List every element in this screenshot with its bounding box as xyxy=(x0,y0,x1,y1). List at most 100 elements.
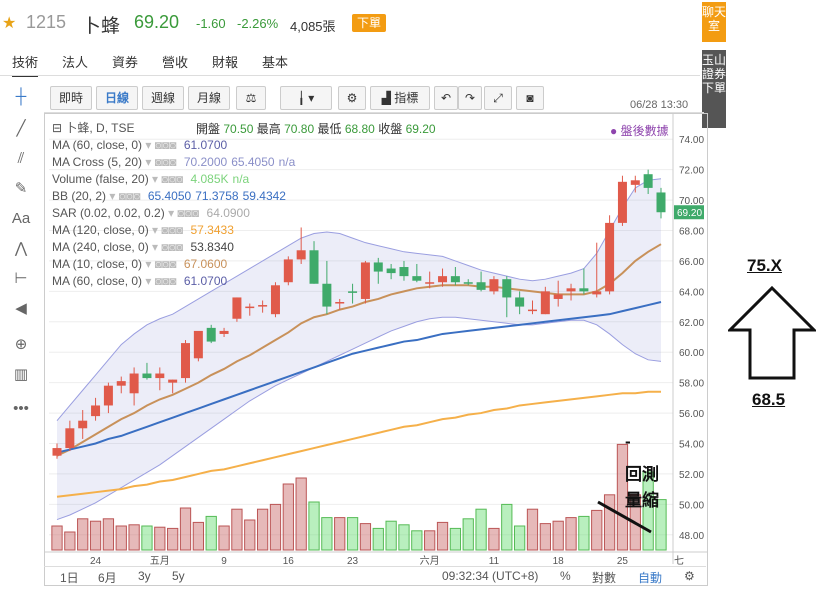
brush-icon[interactable]: ✎ xyxy=(14,180,28,197)
zoom-icon[interactable]: ⊕ xyxy=(14,336,28,353)
candle-body xyxy=(296,250,306,260)
tab-technical[interactable]: 技術 xyxy=(12,52,39,77)
scale-settings-icon[interactable]: ⚙ xyxy=(684,569,695,583)
legend-row[interactable]: MA (10, close, 0) ▾ ◙◙◙ 67.0600 xyxy=(52,256,295,273)
candle-body xyxy=(335,302,345,304)
measure-icon[interactable]: ⊢ xyxy=(14,270,28,287)
legend-row[interactable]: BB (20, 2) ▾ ◙◙◙ 65.4050 71.3758 59.4342 xyxy=(52,188,295,205)
candle-body xyxy=(78,420,88,429)
open-value: 70.50 xyxy=(223,122,254,136)
candle-body xyxy=(617,181,627,223)
broker-order-tab[interactable]: 玉山證券下單 xyxy=(702,50,726,128)
legend-row[interactable]: MA (60, close, 0) ▾ ◙◙◙ 61.0700 xyxy=(52,137,295,154)
legend-row[interactable]: SAR (0.02, 0.02, 0.2) ▾ ◙◙◙ 64.0900 xyxy=(52,205,295,222)
legend-row[interactable]: MA (120, close, 0) ▾ ◙◙◙ 57.3433 xyxy=(52,222,295,239)
volume-bar xyxy=(295,477,307,551)
legend-row-controls-icon[interactable]: ▾ ◙◙◙ xyxy=(106,189,144,203)
crosshair-icon[interactable]: ┼ xyxy=(15,88,27,105)
legend-row-value: 53.8340 xyxy=(190,240,234,254)
compare-icon[interactable]: ⚖ xyxy=(236,86,266,110)
percent-scale-button[interactable]: % xyxy=(560,569,571,583)
legend-row-controls-icon[interactable]: ▾ ◙◙◙ xyxy=(142,155,180,169)
volume-bar xyxy=(488,527,500,551)
range-6m-button[interactable]: 6月 xyxy=(98,571,117,585)
chart-area[interactable]: 74.00 72.00 70.00 68.00 66.00 64.00 62.00 60.00… xyxy=(44,113,708,586)
close-label: 收盤 xyxy=(378,122,403,136)
candlestick-chart[interactable]: 74.00 72.00 70.00 68.00 66.00 64.00 62.00 60.00… xyxy=(45,114,707,585)
legend-row-controls-icon[interactable]: ▾ ◙◙◙ xyxy=(148,172,187,186)
pattern-icon[interactable]: ⋀ xyxy=(14,240,28,257)
legend-row[interactable]: Volume (false, 20) ▾ ◙◙◙ 4.085K n/a xyxy=(52,171,295,188)
legend-row[interactable]: MA Cross (5, 20) ▾ ◙◙◙ 70.2000 65.4050 n/a xyxy=(52,154,295,171)
volume-bar xyxy=(436,521,449,551)
volume-bar xyxy=(501,503,513,551)
tab-financials[interactable]: 財報 xyxy=(212,55,239,70)
volume-bar xyxy=(655,499,667,551)
range-3y-button[interactable]: 3y xyxy=(138,569,151,583)
volume-bar xyxy=(269,503,282,551)
volume-bar xyxy=(424,530,436,551)
redo-icon[interactable]: ↷ xyxy=(458,86,482,110)
candle-body xyxy=(283,259,293,283)
legend-row-controls-icon[interactable]: ▾ ◙◙◙ xyxy=(142,257,180,271)
volume-bar xyxy=(385,520,397,551)
fullscreen-icon[interactable]: ⤢ xyxy=(484,86,512,110)
legend-row-value: 64.0900 xyxy=(206,206,250,220)
legend-row-controls-icon[interactable]: ▾ ◙◙◙ xyxy=(164,206,203,220)
settings-gear-icon[interactable]: ⚙ xyxy=(338,86,366,110)
legend-row[interactable]: MA (60, close, 0) ▾ ◙◙◙ 61.0700 xyxy=(52,273,295,290)
range-1d-button[interactable]: 1日 xyxy=(60,571,79,585)
volume-bar xyxy=(552,520,564,551)
volume-bar xyxy=(475,508,487,551)
tab-institutional[interactable]: 法人 xyxy=(62,55,89,70)
order-button[interactable]: 下單 xyxy=(352,14,386,32)
monthly-button[interactable]: 月線 xyxy=(188,86,230,110)
candle-body xyxy=(142,373,152,379)
collapse-icon[interactable]: ⊟ xyxy=(52,121,66,135)
arrow-left-icon[interactable]: ◀ xyxy=(15,300,27,317)
chart-type-icon[interactable]: ╽ ▾ xyxy=(280,86,332,110)
chart-bottom-bar: 1日 6月 3y 5y 09:32:34 (UTC+8) % 對數 自動 ⚙ xyxy=(44,566,706,585)
candle-body xyxy=(322,283,332,307)
chatroom-tab[interactable]: 聊天室 xyxy=(702,2,726,42)
auto-scale-button[interactable]: 自動 xyxy=(638,571,663,585)
ma-line xyxy=(56,390,661,498)
trend-line-icon[interactable]: ╱ xyxy=(16,120,26,137)
after-hours-link[interactable]: ● 盤後數據 xyxy=(610,124,669,138)
indicators-button[interactable]: ▟ 指標 xyxy=(370,86,430,110)
range-5y-button[interactable]: 5y xyxy=(172,569,185,583)
legend-row-controls-icon[interactable]: ▾ ◙◙◙ xyxy=(148,240,187,254)
candle-body xyxy=(270,285,280,315)
legend-row-controls-icon[interactable]: ▾ ◙◙◙ xyxy=(142,138,180,152)
legend-row-label: MA (240, close, 0) xyxy=(52,240,149,254)
candle-body xyxy=(476,282,486,290)
intraday-button[interactable]: 即時 xyxy=(50,86,92,110)
y-tick-label: 66.00 xyxy=(679,257,704,268)
ruler-icon[interactable]: ▥ xyxy=(13,366,29,383)
volume-bar xyxy=(115,525,127,551)
daily-button[interactable]: 日線 xyxy=(96,86,138,110)
x-tick-label: 六月 xyxy=(420,555,440,567)
legend-row-controls-icon[interactable]: ▾ ◙◙◙ xyxy=(142,274,180,288)
favorite-star-icon[interactable]: ★ xyxy=(2,15,17,32)
log-scale-button[interactable]: 對數 xyxy=(592,571,617,585)
legend-row[interactable]: MA (240, close, 0) ▾ ◙◙◙ 53.8340 xyxy=(52,239,295,256)
x-tick-label: 9 xyxy=(221,556,227,567)
fib-icon[interactable]: ⫽ xyxy=(17,150,25,167)
candle-body xyxy=(348,291,358,293)
more-icon[interactable]: ••• xyxy=(13,400,29,417)
tab-margin[interactable]: 資券 xyxy=(112,55,139,70)
undo-icon[interactable]: ↶ xyxy=(434,86,458,110)
x-tick-label: 七 xyxy=(674,555,684,567)
camera-icon[interactable]: ◙ xyxy=(516,86,544,110)
legend-row-controls-icon[interactable]: ▾ ◙◙◙ xyxy=(148,223,187,237)
y-tick-label: 50.00 xyxy=(679,500,704,511)
tab-revenue[interactable]: 營收 xyxy=(162,55,189,70)
weekly-button[interactable]: 週線 xyxy=(142,86,184,110)
bollinger-lower xyxy=(56,316,662,521)
volume-bar xyxy=(64,531,76,551)
candle-body xyxy=(232,297,242,319)
text-tool-icon[interactable]: Aa xyxy=(11,210,31,227)
volume-bar xyxy=(346,517,359,551)
tab-basic[interactable]: 基本 xyxy=(262,55,289,70)
